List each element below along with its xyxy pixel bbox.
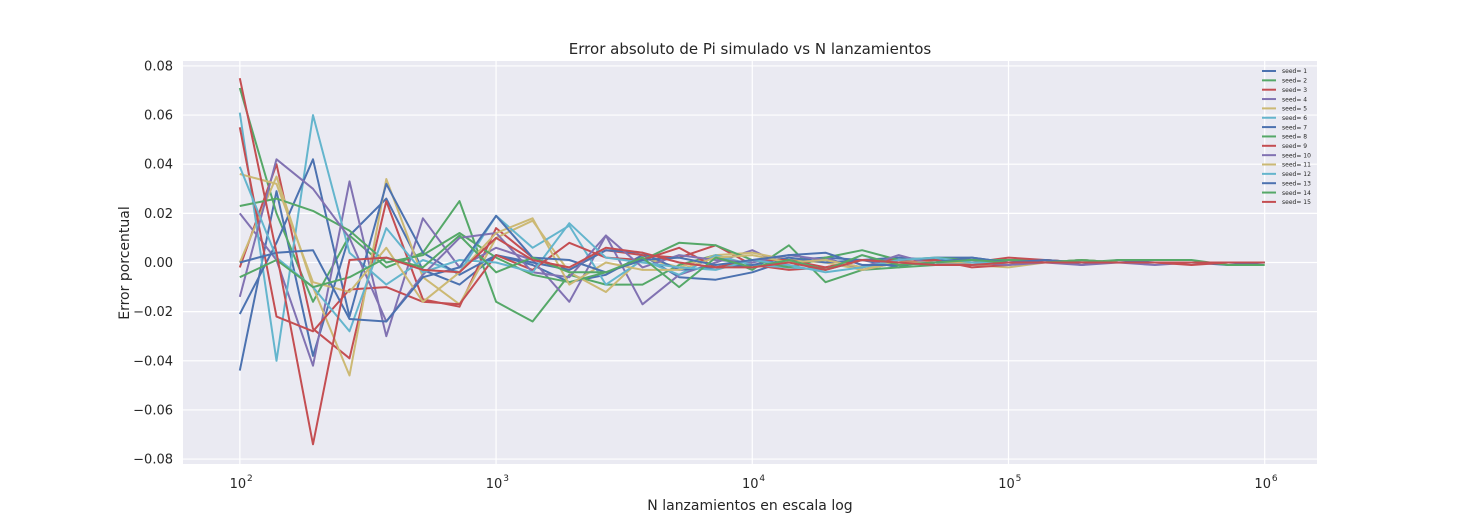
legend: seed= 1 seed= 2 seed= 3 seed= 4 seed= 5 seed=… bbox=[1262, 68, 1311, 206]
x-tick-label: 10 2 bbox=[230, 474, 253, 492]
x-tick-base: 10 bbox=[230, 477, 247, 492]
legend-label: seed= 8 bbox=[1282, 134, 1307, 141]
x-tick-label: 10 4 bbox=[742, 474, 765, 492]
chart-title: Error absoluto de Pi simulado vs N lanza… bbox=[569, 40, 932, 58]
y-tick-label: −0.04 bbox=[133, 354, 173, 369]
legend-label: seed= 11 bbox=[1282, 162, 1311, 169]
legend-label: seed= 13 bbox=[1282, 180, 1311, 187]
y-tick-label: 0.04 bbox=[144, 158, 173, 173]
x-tick-base: 10 bbox=[998, 477, 1015, 492]
x-axis-label: N lanzamientos en escala log bbox=[647, 498, 852, 514]
y-axis-label: Error porcentual bbox=[117, 206, 133, 320]
x-tick-label: 10 5 bbox=[998, 474, 1021, 492]
x-tick-labels: 10 2 10 3 10 4 10 5 10 6 bbox=[230, 474, 1278, 492]
y-tick-labels: 0.08 0.06 0.04 0.02 0.00 −0.02 −0.04 −0.06 −0.08 bbox=[133, 59, 173, 467]
series-lines bbox=[238, 77, 1265, 446]
x-tick-exponent: 4 bbox=[759, 474, 765, 484]
y-tick-label: 0.06 bbox=[144, 109, 173, 124]
legend-label: seed= 10 bbox=[1282, 152, 1311, 159]
y-tick-label: 0.08 bbox=[144, 59, 173, 74]
legend-label: seed= 12 bbox=[1282, 171, 1311, 178]
legend-label: seed= 9 bbox=[1282, 143, 1307, 150]
legend-label: seed= 7 bbox=[1282, 124, 1307, 131]
y-tick-label: −0.02 bbox=[133, 305, 173, 320]
y-tick-label: −0.06 bbox=[133, 403, 173, 418]
legend-label: seed= 5 bbox=[1282, 106, 1307, 113]
x-tick-base: 10 bbox=[1254, 477, 1271, 492]
legend-label: seed= 1 bbox=[1282, 68, 1307, 75]
x-tick-label: 10 6 bbox=[1254, 474, 1277, 492]
y-tick-label: 0.02 bbox=[144, 207, 173, 222]
legend-label: seed= 6 bbox=[1282, 115, 1307, 122]
x-tick-exponent: 2 bbox=[247, 474, 253, 484]
x-tick-base: 10 bbox=[742, 477, 759, 492]
legend-label: seed= 2 bbox=[1282, 78, 1307, 85]
legend-label: seed= 15 bbox=[1282, 199, 1311, 206]
series-line bbox=[238, 77, 1265, 446]
legend-label: seed= 14 bbox=[1282, 190, 1311, 197]
x-tick-base: 10 bbox=[486, 477, 503, 492]
x-tick-label: 10 3 bbox=[486, 474, 509, 492]
y-tick-label: 0.00 bbox=[144, 256, 173, 271]
y-tick-label: −0.08 bbox=[133, 453, 173, 468]
legend-label: seed= 4 bbox=[1282, 96, 1307, 103]
x-tick-exponent: 6 bbox=[1272, 474, 1278, 484]
legend-label: seed= 3 bbox=[1282, 87, 1307, 94]
x-tick-exponent: 3 bbox=[503, 474, 509, 484]
x-tick-exponent: 5 bbox=[1016, 474, 1022, 484]
